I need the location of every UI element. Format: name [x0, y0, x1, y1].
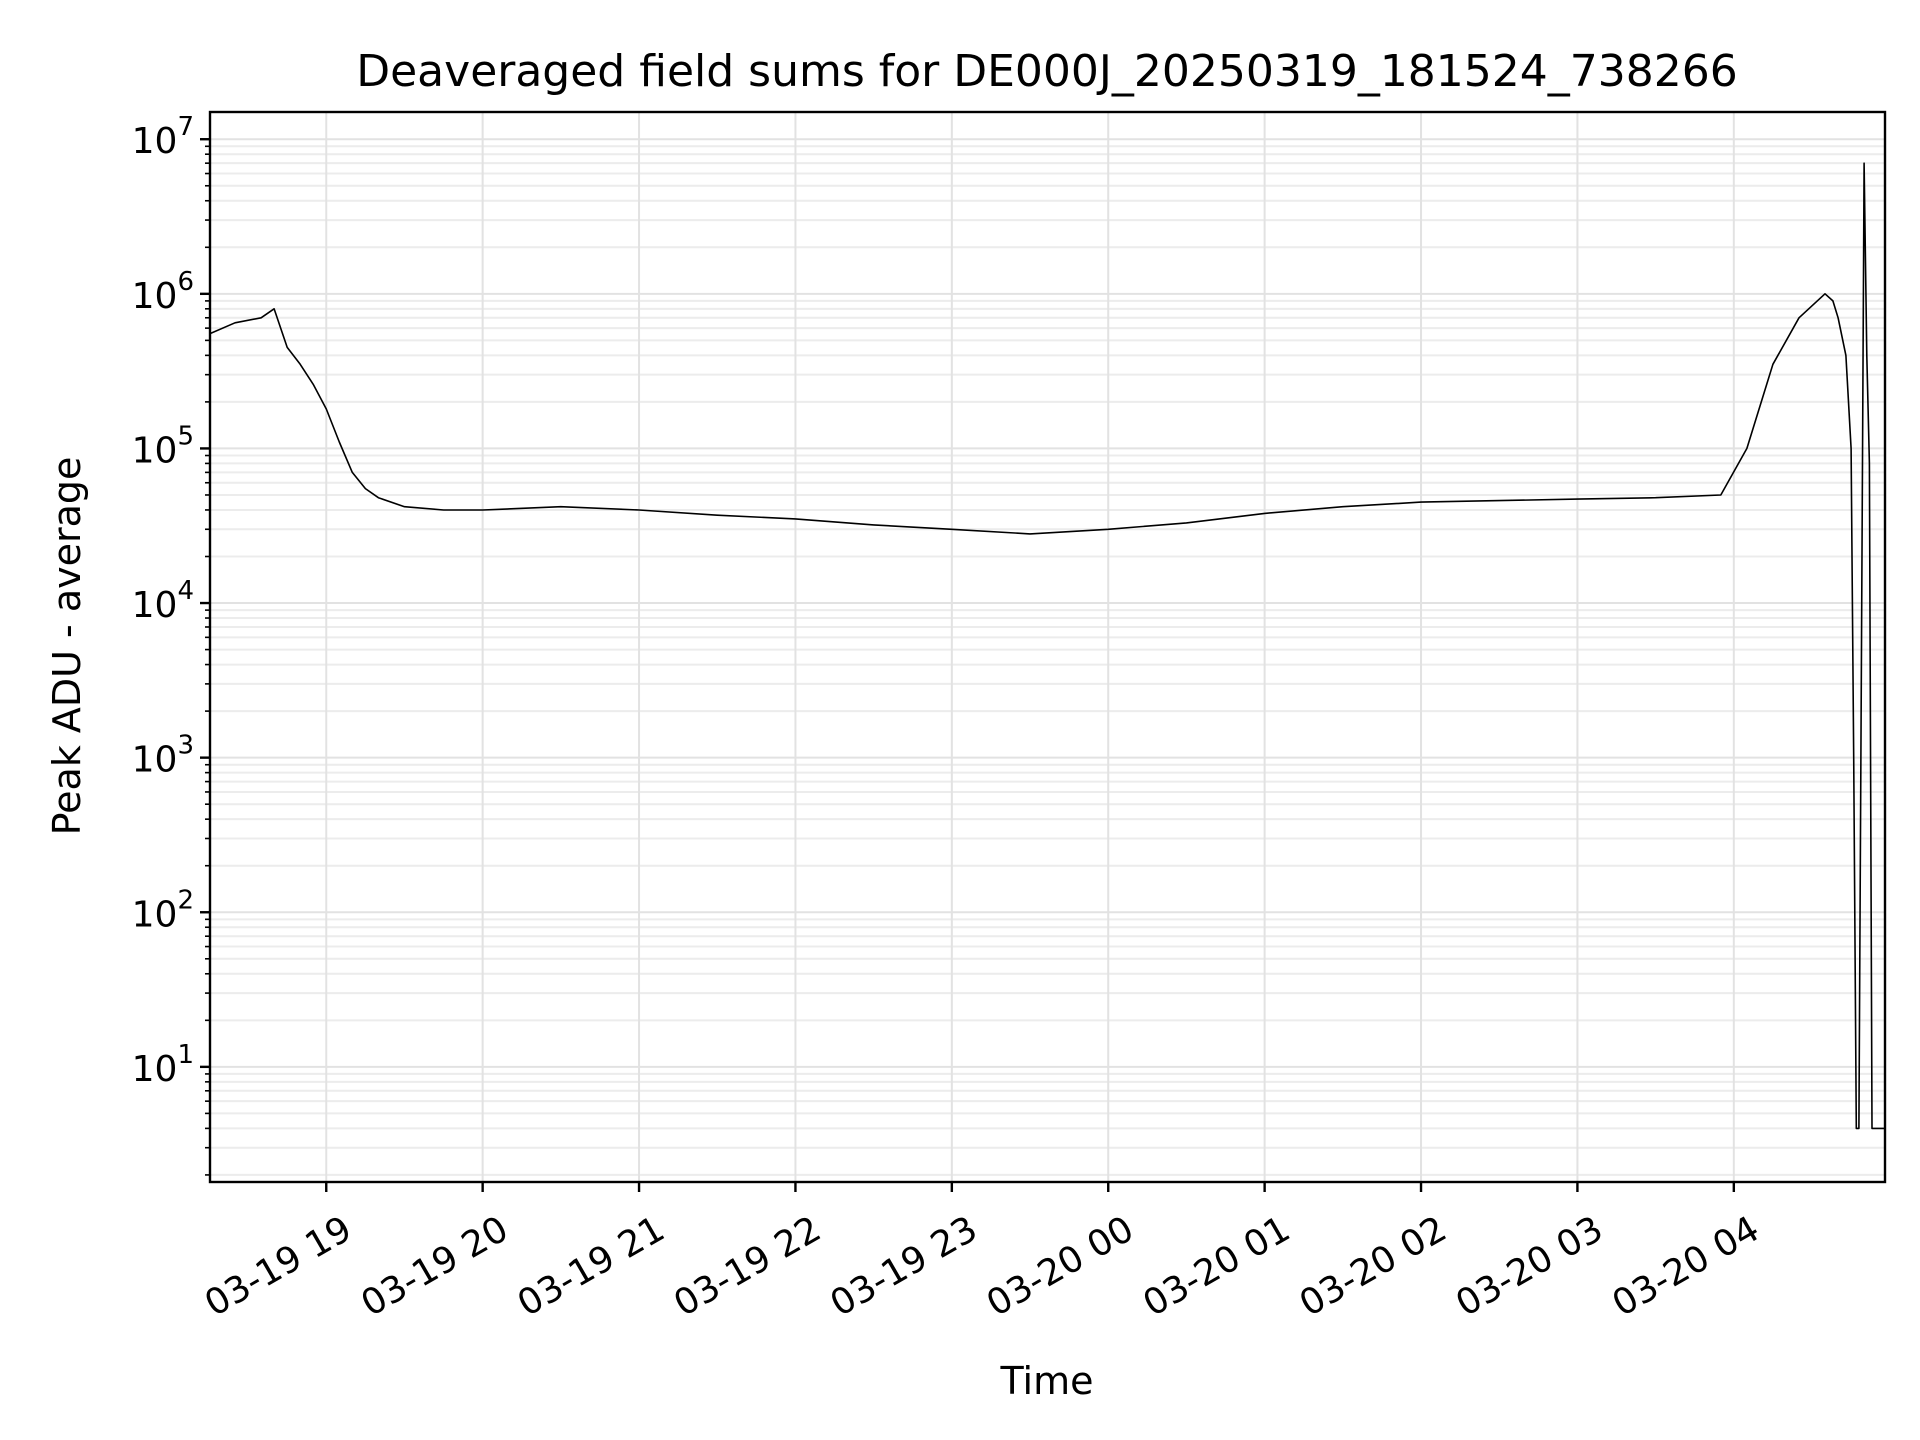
chart-title: Deaveraged field sums for DE000J_2025031…	[356, 46, 1738, 97]
series-layer	[210, 162, 1885, 1130]
y-tick-label: 105	[132, 421, 194, 471]
y-tick-label: 106	[132, 267, 194, 317]
y-tick-label: 107	[132, 112, 194, 162]
y-tick-label: 104	[132, 576, 194, 626]
y-tick-label-exponent: 6	[177, 267, 194, 297]
y-tick-label: 101	[132, 1040, 194, 1090]
y-tick-label-base: 10	[132, 276, 178, 317]
y-tick-label-base: 10	[132, 1049, 178, 1090]
plot-frame	[208, 110, 1887, 1184]
y-tick-label-base: 10	[132, 740, 178, 781]
y-tick-label-base: 10	[132, 430, 178, 471]
y-tick-label-exponent: 2	[177, 885, 194, 915]
y-tick-label: 103	[132, 731, 194, 781]
y-tick-label: 102	[132, 885, 194, 935]
y-tick-label-exponent: 7	[177, 112, 194, 142]
series-line-0	[210, 162, 1885, 1130]
y-axis-label: Peak ADU - average	[45, 457, 89, 836]
y-tick-label-base: 10	[132, 894, 178, 935]
y-tick-label-exponent: 1	[177, 1040, 194, 1070]
y-tick-label-exponent: 5	[177, 421, 194, 451]
y-tick-label-exponent: 3	[177, 731, 194, 761]
y-tick-label-base: 10	[132, 121, 178, 162]
grid	[210, 112, 1885, 1182]
y-tick-label-exponent: 4	[177, 576, 194, 606]
x-axis-label: Time	[1000, 1359, 1094, 1403]
y-tick-label-base: 10	[132, 585, 178, 626]
